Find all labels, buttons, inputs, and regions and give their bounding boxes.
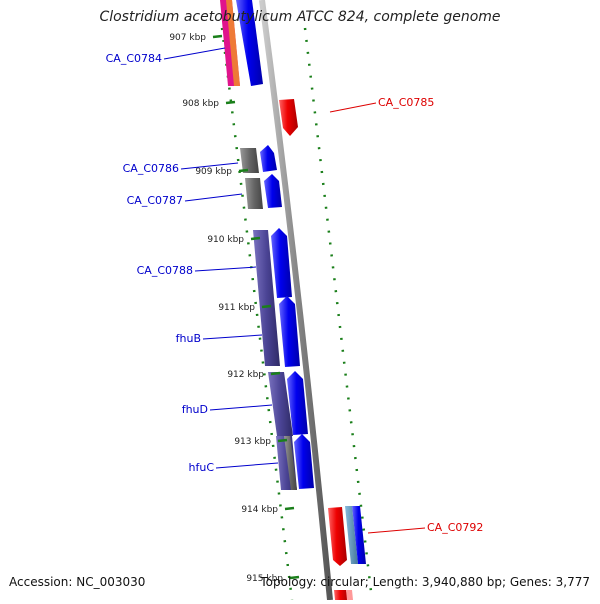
kbp-tick-mark	[261, 304, 272, 309]
gene-fhud	[287, 371, 308, 435]
kbp-ticks: 907 kbp 908 kbp 909 kbp 910 kbp 911 kbp 912 k…	[169, 33, 300, 584]
gene-ca-c0792	[328, 507, 347, 566]
gene-label-leader	[215, 462, 279, 469]
genome-stats-label: Topology: circular; Length: 3,940,880 bp…	[260, 575, 590, 589]
gene-label-ca-c0784[interactable]: CA_C0784	[106, 52, 162, 65]
kbp-tick-mark	[277, 438, 288, 443]
gene-hfuc	[294, 434, 314, 489]
kbp-tick-mark	[289, 575, 300, 580]
kbp-tick-label: 914 kbp	[241, 505, 278, 515]
gene-ca-c0793	[334, 590, 348, 600]
gene-label-leader	[209, 404, 273, 411]
gene-ca-c0792-b	[352, 506, 366, 564]
kbp-tick-label: 907 kbp	[169, 33, 206, 43]
kbp-tick-label: 909 kbp	[195, 167, 232, 177]
cog-block-ca-c0784-b	[226, 0, 240, 86]
kbp-tick-label: 908 kbp	[182, 99, 219, 109]
cog-block-ca-c0787	[245, 178, 263, 209]
kbp-tick-mark	[225, 100, 236, 105]
gene-ca-c0792-cog	[345, 506, 358, 564]
gene-ca-c0785	[279, 99, 298, 136]
kbp-tick-mark	[238, 168, 249, 173]
gene-label-ca-c0788[interactable]: CA_C0788	[137, 264, 193, 277]
forward-track-guide	[220, 27, 294, 601]
gene-label-hfuc[interactable]: hfuC	[189, 461, 215, 474]
cog-block-fhub	[268, 372, 293, 436]
kbp-tick-label: 911 kbp	[218, 303, 255, 313]
gene-ca-c0784	[236, 0, 263, 86]
gene-label-leader	[329, 102, 377, 113]
genome-title: Clostridium acetobutylicum ATCC 824, com…	[99, 9, 501, 25]
genome-backbone	[259, 0, 333, 601]
gene-label-leader	[184, 193, 243, 202]
label-leader-lines	[163, 47, 426, 534]
accession-label: Accession: NC_003030	[9, 575, 146, 589]
kbp-tick-label: 910 kbp	[207, 235, 244, 245]
gene-ca-c0788	[271, 228, 292, 298]
cog-block-ca-c0786	[240, 148, 259, 173]
gene-label-leader	[163, 47, 226, 60]
gene-label-leader	[202, 334, 263, 340]
gene-label-ca-c0787[interactable]: CA_C0787	[127, 194, 183, 207]
gene-ca-c0793-b	[346, 590, 353, 600]
gene-label-fhud[interactable]: fhuD	[182, 403, 208, 416]
gene-fhub	[279, 296, 300, 367]
gene-label-ca-c0786[interactable]: CA_C0786	[123, 162, 179, 175]
gene-label-leader	[180, 162, 239, 170]
gene-ca-c0787	[264, 174, 282, 208]
kbp-tick-label: 912 kbp	[227, 370, 264, 380]
gene-label-ca-c0785[interactable]: CA_C0785	[378, 96, 434, 109]
gene-ca-c0786	[260, 145, 277, 172]
gene-label-ca-c0792[interactable]: CA_C0792	[427, 521, 483, 534]
gene-label-fhub[interactable]: fhuB	[176, 332, 201, 345]
kbp-tick-mark	[212, 34, 223, 39]
kbp-tick-mark	[270, 371, 281, 376]
gene-label-leader	[194, 266, 257, 272]
kbp-tick-mark	[284, 506, 295, 511]
cog-block-hfuc	[284, 436, 297, 490]
cog-block-ca-c0788	[253, 230, 280, 366]
kbp-tick-label: 913 kbp	[234, 437, 271, 447]
gene-labels: CA_C0784 CA_C0785 CA_C0786 CA_C0787 CA_C0788…	[106, 52, 484, 534]
gene-label-leader	[367, 527, 426, 534]
kbp-tick-label: 915 kbp	[246, 574, 283, 584]
kbp-tick-mark	[250, 236, 261, 241]
